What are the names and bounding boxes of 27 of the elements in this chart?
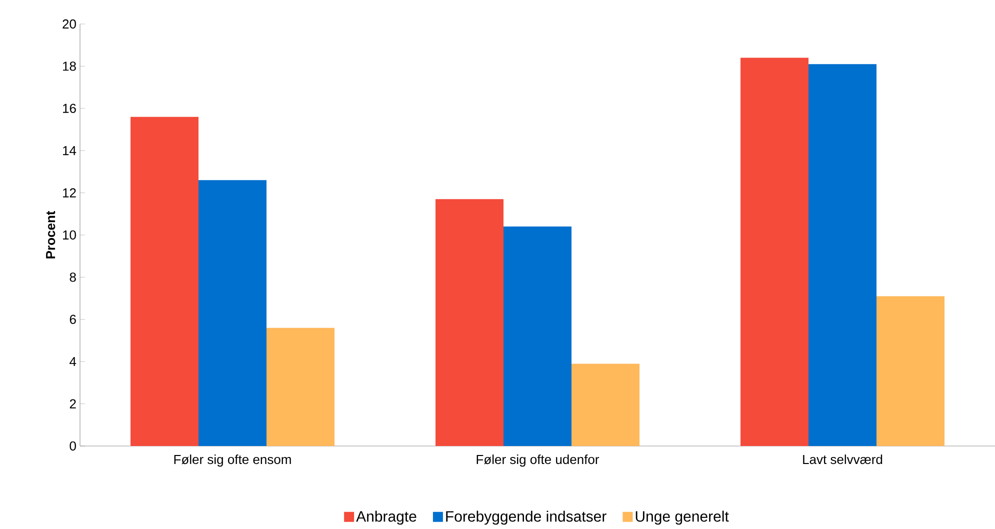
legend-label: Forebyggende indsatser — [446, 510, 606, 525]
y-tick-label: 12 — [63, 188, 76, 198]
bar — [808, 64, 876, 446]
y-tick-label: 2 — [70, 399, 76, 408]
y-tick-label: 4 — [70, 357, 76, 366]
y-tick-label: 16 — [63, 104, 76, 113]
x-tick-label: Føler sig ofte ensom — [174, 454, 291, 467]
bar — [876, 296, 944, 446]
bar — [504, 226, 572, 446]
legend-label: Anbragte — [356, 510, 416, 525]
legend-label: Unge generelt — [636, 510, 729, 525]
y-tick-label: 20 — [62, 19, 76, 29]
bar — [740, 58, 808, 446]
y-tick-label: 8 — [70, 272, 76, 282]
y-tick-label: 10 — [63, 230, 76, 240]
y-tick-label: 18 — [63, 62, 76, 71]
bar — [436, 199, 504, 446]
y-axis-title: Procent — [46, 210, 56, 258]
bar — [130, 116, 199, 446]
x-tick-label: Lavt selvværd — [803, 454, 882, 464]
bar — [198, 180, 267, 446]
x-tick-label: Føler sig ofte udenfor — [476, 454, 600, 467]
bar — [572, 364, 640, 446]
bar — [266, 328, 335, 446]
y-tick-label: 14 — [63, 146, 76, 156]
y-tick-label: 6 — [70, 314, 76, 324]
y-tick-label: 0 — [70, 441, 76, 451]
